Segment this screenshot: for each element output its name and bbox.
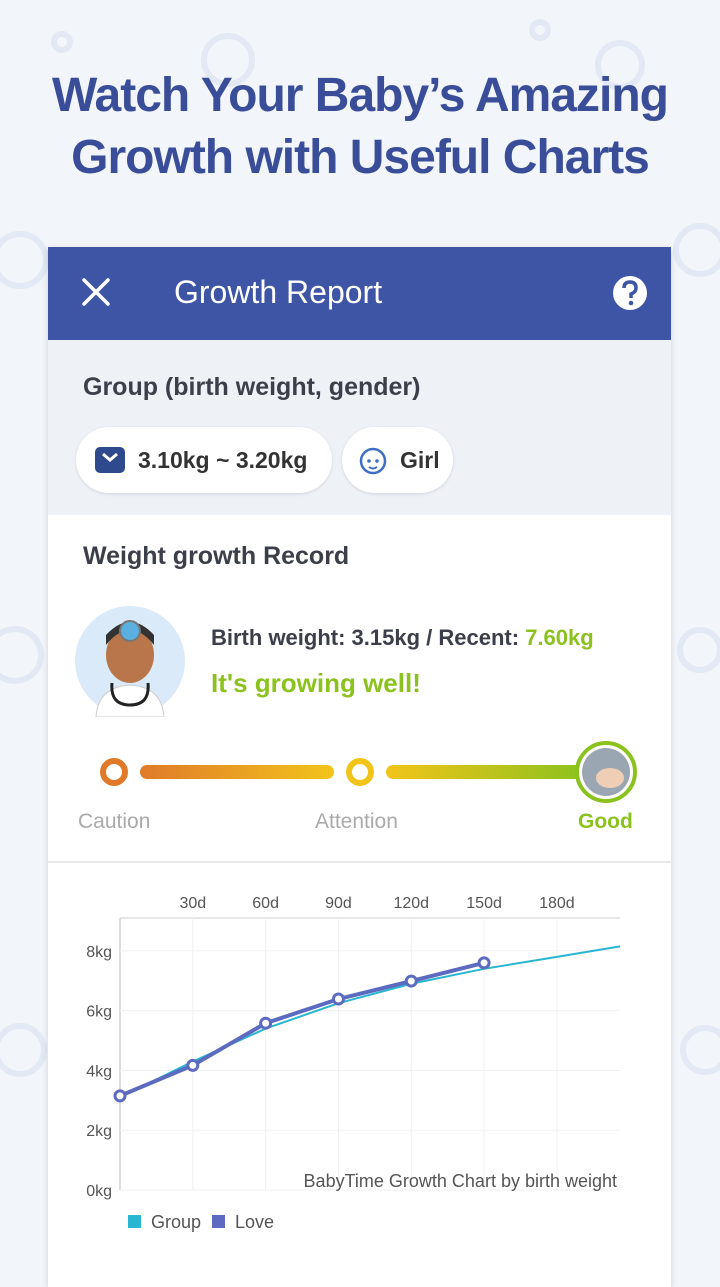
recent-weight: 7.60kg [525,625,594,650]
group-heading: Group (birth weight, gender) [83,373,421,401]
scale-label: Good [578,810,633,833]
legend-label: Love [235,1212,274,1232]
y-tick-label: 8kg [86,944,112,961]
y-tick-label: 4kg [86,1063,112,1080]
series-line [119,960,485,1098]
x-tick-label: 180d [539,895,575,912]
weight-range: 3.10kg ~ 3.20kg [138,446,308,473]
status-scale [100,741,637,803]
x-tick-label: 120d [393,895,429,912]
scale-label: Caution [78,810,151,833]
data-point [404,974,418,988]
chart-annotation: BabyTime Growth Chart by birth weight [304,1171,617,1191]
x-tick-label: 150d [466,895,502,912]
data-point [259,1016,273,1030]
app-bar [48,247,671,340]
y-tick-label: 0kg [86,1183,112,1200]
divider [48,861,671,863]
data-point [186,1058,200,1072]
data-point [477,956,491,970]
scale-icon [95,447,125,473]
y-tick-label: 6kg [86,1004,112,1021]
scale-label: Attention [315,810,398,833]
x-tick-label: 90d [325,895,352,912]
legend-label: Group [151,1212,201,1232]
headline: Growth with Useful Charts [71,131,650,184]
x-tick-label: 30d [179,895,206,912]
growth-status: It's growing well! [211,668,421,698]
x-tick-label: 60d [252,895,279,912]
help-button[interactable] [611,274,649,312]
app-bar-title: Growth Report [174,274,383,310]
record-heading: Weight growth Record [83,542,350,570]
gender: Girl [400,446,440,473]
weight-chip: 3.10kg ~ 3.20kg [76,427,332,493]
baby-icon [359,447,387,475]
y-tick-label: 2kg [86,1123,112,1140]
data-point [331,992,345,1006]
series-line [119,945,621,1099]
close-button[interactable] [80,276,114,310]
headline: Watch Your Baby’s Amazing [52,69,669,122]
summary-row: Birth weight: 3.15kg / Recent: 7.60kg [211,625,594,651]
weight-summary: Birth weight: 3.15kg / Recent: [211,625,520,650]
gender-chip: Girl [342,427,453,493]
doctor-avatar [75,606,185,717]
legend-swatch [128,1215,141,1228]
legend-swatch [212,1215,225,1228]
data-point [113,1089,127,1103]
